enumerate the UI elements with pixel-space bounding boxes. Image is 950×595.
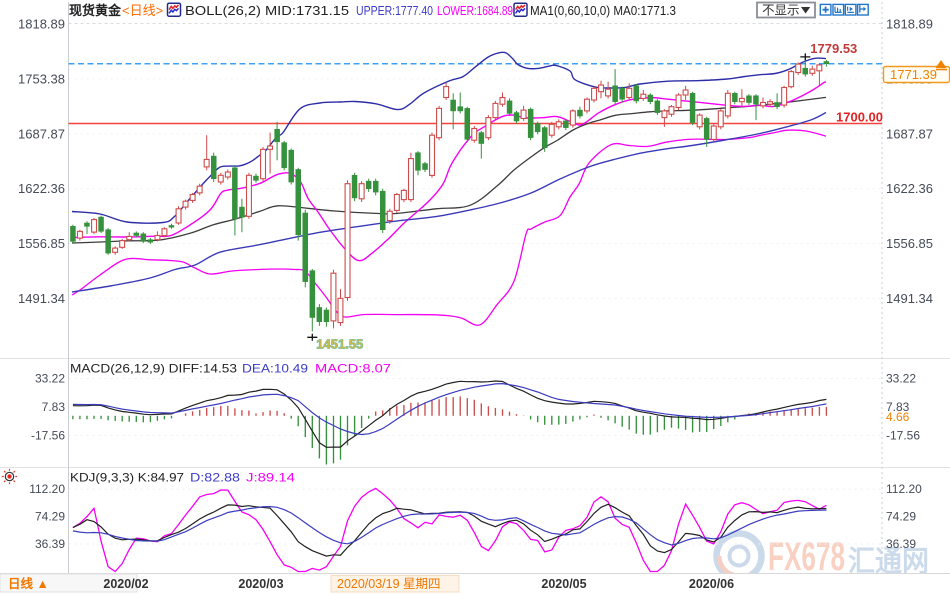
svg-text:1779.53: 1779.53 (810, 41, 857, 56)
svg-text:1700.00: 1700.00 (836, 110, 883, 125)
svg-text:-17.56: -17.56 (886, 429, 920, 443)
svg-text:KDJ(9,3,3) K:84.97: KDJ(9,3,3) K:84.97 (70, 471, 184, 485)
svg-text:不显示: 不显示 (762, 4, 800, 18)
svg-text:1556.85: 1556.85 (18, 236, 65, 251)
svg-text:1771.39: 1771.39 (890, 67, 937, 82)
svg-text:112.20: 112.20 (886, 482, 922, 496)
svg-text:汇通网: 汇通网 (848, 545, 929, 578)
svg-text:1818.89: 1818.89 (886, 17, 933, 32)
svg-text:J:89.14: J:89.14 (246, 471, 295, 485)
svg-text:FX678: FX678 (768, 535, 845, 579)
svg-text:1622.36: 1622.36 (886, 181, 933, 196)
svg-text:33.22: 33.22 (35, 372, 65, 386)
svg-text:1451.55: 1451.55 (316, 336, 363, 351)
svg-text:1622.36: 1622.36 (18, 181, 65, 196)
svg-text:1556.85: 1556.85 (886, 236, 933, 251)
svg-text:DEA:10.49: DEA:10.49 (242, 362, 308, 376)
svg-text:MA1(0,60,10,0) MA0:1771.3: MA1(0,60,10,0) MA0:1771.3 (530, 3, 676, 18)
svg-text:4.66: 4.66 (886, 410, 910, 424)
svg-text:LOWER:1684.89: LOWER:1684.89 (437, 3, 513, 18)
svg-text:7.83: 7.83 (42, 400, 66, 414)
svg-text:1753.38: 1753.38 (18, 71, 65, 86)
svg-text:1687.87: 1687.87 (18, 126, 65, 141)
svg-text:36.39: 36.39 (35, 537, 65, 551)
svg-text:日线 ▲: 日线 ▲ (8, 576, 49, 591)
svg-text:MACD(26,12,9) DIFF:14.53: MACD(26,12,9) DIFF:14.53 (70, 362, 237, 376)
svg-text:1491.34: 1491.34 (18, 291, 65, 306)
svg-text:现货黄金: 现货黄金 (69, 3, 122, 18)
svg-text:<日线>: <日线> (122, 3, 163, 18)
svg-text:74.29: 74.29 (35, 510, 65, 524)
svg-text:MACD:8.07: MACD:8.07 (315, 362, 391, 376)
svg-text:112.20: 112.20 (29, 482, 65, 496)
svg-text:2020/03: 2020/03 (238, 577, 283, 591)
svg-text:7.83: 7.83 (886, 400, 910, 414)
svg-text:UPPER:1777.40: UPPER:1777.40 (356, 3, 433, 18)
svg-text:2020/05: 2020/05 (541, 577, 586, 591)
svg-text:1818.89: 1818.89 (18, 17, 65, 32)
svg-text:2020/02: 2020/02 (103, 577, 148, 591)
svg-text:1687.87: 1687.87 (886, 126, 933, 141)
svg-text:33.22: 33.22 (886, 372, 916, 386)
svg-text:36.39: 36.39 (886, 537, 916, 551)
svg-text:74.29: 74.29 (886, 510, 916, 524)
svg-text:2020/06: 2020/06 (689, 577, 734, 591)
svg-text:1491.34: 1491.34 (886, 291, 933, 306)
svg-text:D:82.88: D:82.88 (190, 471, 240, 485)
svg-text:2020/03/19 星期四: 2020/03/19 星期四 (337, 577, 441, 591)
svg-text:-17.56: -17.56 (31, 429, 65, 443)
svg-text:BOLL(26,2) MID:1731.15: BOLL(26,2) MID:1731.15 (185, 3, 349, 18)
